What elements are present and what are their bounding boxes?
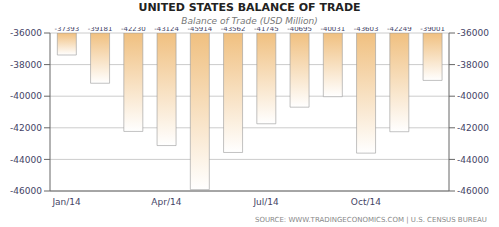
svg-text:Jan/14: Jan/14: [51, 197, 81, 207]
svg-text:-44000: -44000: [457, 155, 489, 165]
svg-text:-42000: -42000: [10, 123, 42, 133]
svg-text:-39181: -39181: [88, 27, 113, 33]
html-text:SOURCE: WWW.TRADINGECONOMICS.C: SOURCE: WWW.TRADINGECONOMICS.COM | U.S. …: [254, 216, 487, 224]
svg-text:Jul/14: Jul/14: [252, 197, 279, 207]
svg-text:-44000: -44000: [10, 155, 42, 165]
svg-text:-40000: -40000: [10, 91, 42, 101]
svg-text:-40000: -40000: [457, 91, 489, 101]
svg-text:Oct/14: Oct/14: [351, 197, 381, 207]
svg-text:-45914: -45914: [187, 27, 212, 33]
svg-text:-39001: -39001: [420, 27, 445, 33]
svg-text:-40695: -40695: [287, 27, 312, 33]
svg-text:-38000: -38000: [10, 60, 42, 70]
svg-text:-36000: -36000: [10, 28, 42, 38]
svg-text:-43562: -43562: [221, 27, 246, 33]
svg-text:-43603: -43603: [354, 27, 379, 33]
svg-text:-42230: -42230: [121, 27, 146, 33]
svg-text:-46000: -46000: [457, 186, 489, 196]
svg-text:-41745: -41745: [254, 27, 279, 33]
svg-text:-42249: -42249: [387, 27, 412, 33]
html-text:UNITED STATES BALANCE OF TRADE: UNITED STATES BALANCE OF TRADE: [138, 1, 361, 14]
svg-text:-40031: -40031: [320, 27, 345, 33]
svg-text:-42000: -42000: [457, 123, 489, 133]
svg-text:-43124: -43124: [154, 27, 179, 33]
html-text:Balance of Trade (USD Million): Balance of Trade (USD Million): [181, 16, 318, 26]
svg-text:-46000: -46000: [10, 186, 42, 196]
svg-text:-38000: -38000: [457, 60, 489, 70]
svg-text:Apr/14: Apr/14: [151, 197, 181, 207]
svg-text:-36000: -36000: [457, 28, 489, 38]
svg-text:-37393: -37393: [54, 27, 79, 33]
